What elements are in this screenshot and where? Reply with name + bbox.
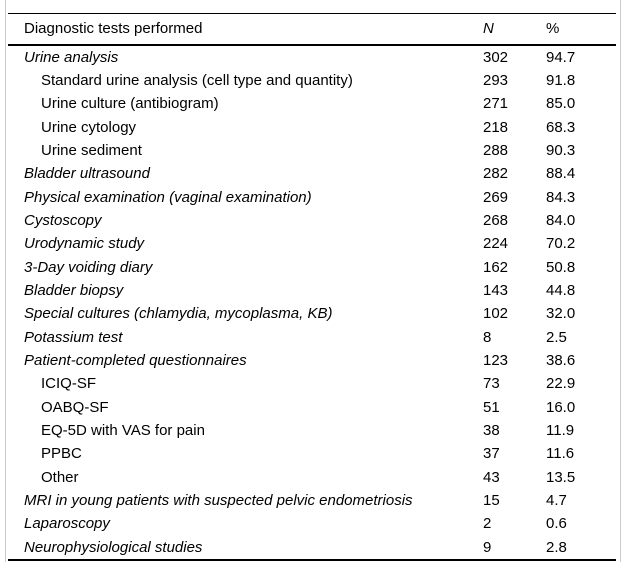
test-name-cell: Urodynamic study — [24, 235, 145, 253]
n-value-cell: 269 — [483, 188, 509, 206]
test-name-cell: Urine culture (antibiogram) — [41, 95, 219, 113]
table-header-row: Diagnostic tests performed N % — [8, 14, 616, 46]
table-row: MRI in young patients with suspected pel… — [8, 489, 616, 512]
pct-value-cell: 2.8 — [546, 538, 567, 556]
test-name-cell: Other — [41, 468, 79, 486]
test-name-cell: Urine cytology — [41, 118, 137, 136]
table-row: Standard urine analysis (cell type and q… — [8, 69, 616, 92]
test-name-cell: Urine analysis — [24, 48, 119, 66]
n-value-cell: 224 — [483, 235, 509, 253]
n-value-cell: 43 — [483, 468, 500, 486]
table-row: Physical examination (vaginal examinatio… — [8, 185, 616, 208]
pct-value-cell: 50.8 — [546, 258, 576, 276]
table-row: ICIQ-SF 73 22.9 — [8, 372, 616, 395]
n-value-cell: 123 — [483, 351, 509, 369]
test-name-cell: Bladder biopsy — [24, 281, 124, 299]
n-value-cell: 143 — [483, 281, 509, 299]
table-row: Urine analysis 302 94.7 — [8, 46, 616, 69]
table-body: Urine analysis 302 94.7 Standard urine a… — [8, 46, 616, 561]
n-value-cell: 8 — [483, 328, 492, 346]
table-row: Urine sediment 288 90.3 — [8, 139, 616, 162]
table-row: Potassium test 8 2.5 — [8, 325, 616, 348]
table-row: 3-Day voiding diary 162 50.8 — [8, 255, 616, 278]
table-row: Urine cytology 218 68.3 — [8, 115, 616, 138]
test-name-cell: Urine sediment — [41, 141, 142, 159]
pct-value-cell: 4.7 — [546, 491, 567, 509]
test-name-cell: MRI in young patients with suspected pel… — [24, 491, 413, 509]
test-name-cell: Cystoscopy — [24, 211, 102, 229]
pct-value-cell: 91.8 — [546, 71, 576, 89]
test-name-cell: EQ-5D with VAS for pain — [41, 421, 205, 439]
pct-value-cell: 38.6 — [546, 351, 576, 369]
test-name-cell: Standard urine analysis (cell type and q… — [41, 71, 353, 89]
table-row: PPBC 37 11.6 — [8, 442, 616, 465]
table-row: Bladder biopsy 143 44.8 — [8, 279, 616, 302]
test-name-cell: 3-Day voiding diary — [24, 258, 153, 276]
column-header-tests: Diagnostic tests performed — [24, 20, 203, 38]
pct-value-cell: 11.9 — [546, 421, 575, 439]
pct-value-cell: 90.3 — [546, 141, 576, 159]
n-value-cell: 37 — [483, 445, 500, 463]
pct-value-cell: 0.6 — [546, 515, 567, 533]
table-row: OABQ-SF 51 16.0 — [8, 395, 616, 418]
table-row: Neurophysiological studies 9 2.8 — [8, 535, 616, 558]
pct-value-cell: 44.8 — [546, 281, 576, 299]
pct-value-cell: 70.2 — [546, 235, 576, 253]
table-row: Urine culture (antibiogram) 271 85.0 — [8, 92, 616, 115]
table-row: Urodynamic study 224 70.2 — [8, 232, 616, 255]
test-name-cell: Physical examination (vaginal examinatio… — [24, 188, 312, 206]
table-frame — [5, 0, 621, 562]
n-value-cell: 288 — [483, 141, 509, 159]
diagnostic-tests-table: Diagnostic tests performed N % Urine ana… — [8, 13, 616, 561]
test-name-cell: PPBC — [41, 445, 82, 463]
n-value-cell: 51 — [483, 398, 500, 416]
pct-value-cell: 68.3 — [546, 118, 576, 136]
test-name-cell: Bladder ultrasound — [24, 165, 150, 183]
n-value-cell: 268 — [483, 211, 509, 229]
pct-value-cell: 16.0 — [546, 398, 576, 416]
table-row: Bladder ultrasound 282 88.4 — [8, 162, 616, 185]
n-value-cell: 15 — [483, 491, 500, 509]
test-name-cell: Special cultures (chlamydia, mycoplasma,… — [24, 305, 333, 323]
n-value-cell: 2 — [483, 515, 492, 533]
table-row: Special cultures (chlamydia, mycoplasma,… — [8, 302, 616, 325]
test-name-cell: Potassium test — [24, 328, 123, 346]
pct-value-cell: 88.4 — [546, 165, 576, 183]
n-value-cell: 302 — [483, 48, 509, 66]
table-row: EQ-5D with VAS for pain 38 11.9 — [8, 419, 616, 442]
n-value-cell: 102 — [483, 305, 509, 323]
pct-value-cell: 13.5 — [546, 468, 576, 486]
n-value-cell: 9 — [483, 538, 492, 556]
test-name-cell: Patient-completed questionnaires — [24, 351, 247, 369]
table-row: Other 43 13.5 — [8, 465, 616, 488]
table-row: Patient-completed questionnaires 123 38.… — [8, 349, 616, 372]
pct-value-cell: 2.5 — [546, 328, 567, 346]
n-value-cell: 162 — [483, 258, 509, 276]
pct-value-cell: 84.0 — [546, 211, 576, 229]
n-value-cell: 282 — [483, 165, 509, 183]
table-row: Laparoscopy 2 0.6 — [8, 512, 616, 535]
pct-value-cell: 85.0 — [546, 95, 576, 113]
test-name-cell: OABQ-SF — [41, 398, 109, 416]
pct-value-cell: 11.6 — [546, 445, 575, 463]
test-name-cell: ICIQ-SF — [41, 375, 96, 393]
n-value-cell: 271 — [483, 95, 509, 113]
n-value-cell: 293 — [483, 71, 509, 89]
table-row: Cystoscopy 268 84.0 — [8, 209, 616, 232]
pct-value-cell: 94.7 — [546, 48, 576, 66]
n-value-cell: 73 — [483, 375, 500, 393]
n-value-cell: 218 — [483, 118, 509, 136]
pct-value-cell: 22.9 — [546, 375, 576, 393]
test-name-cell: Laparoscopy — [24, 515, 110, 533]
pct-value-cell: 32.0 — [546, 305, 576, 323]
test-name-cell: Neurophysiological studies — [24, 538, 203, 556]
column-header-pct: % — [546, 20, 560, 38]
n-value-cell: 38 — [483, 421, 500, 439]
pct-value-cell: 84.3 — [546, 188, 576, 206]
column-header-n: N — [483, 20, 494, 38]
